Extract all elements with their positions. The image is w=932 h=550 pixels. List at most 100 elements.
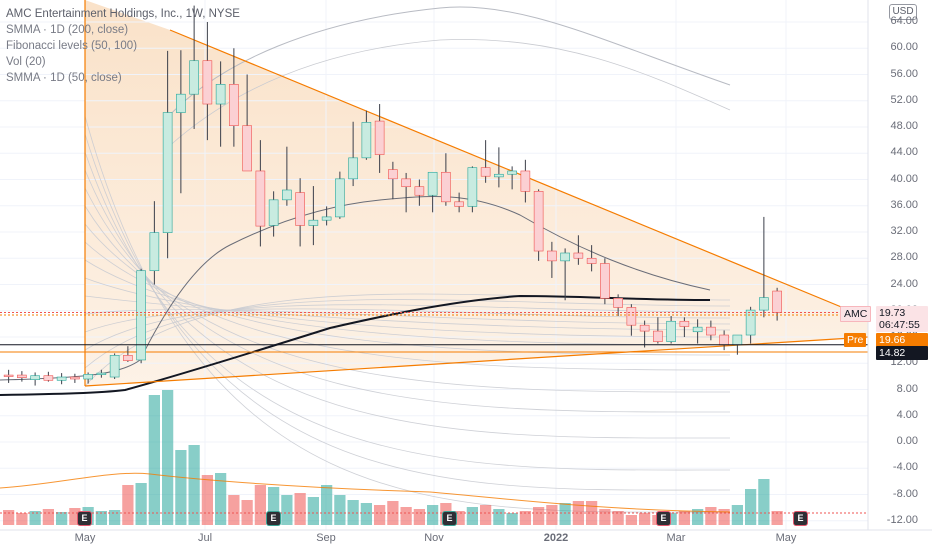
volume-bar — [771, 511, 783, 525]
earnings-icon[interactable]: E — [266, 511, 281, 526]
price-axis-label: -8.00 — [892, 487, 918, 500]
time-axis-label: Jul — [197, 532, 213, 544]
volume-bar — [493, 509, 505, 525]
candle-body — [573, 252, 584, 259]
volume-bar — [175, 450, 187, 525]
candle-body — [441, 171, 451, 203]
currency-button[interactable]: USD — [889, 4, 917, 20]
candle-body — [149, 232, 160, 272]
price-axis-label: 52.00 — [890, 93, 918, 106]
candle-body — [507, 170, 517, 175]
price-axis-label: 36.00 — [890, 198, 918, 211]
legend-volume[interactable]: Vol (20) — [6, 56, 46, 68]
volume-bar — [228, 495, 240, 525]
volume-bar — [95, 511, 107, 525]
candle-body — [83, 374, 93, 380]
candles — [3, 5, 782, 386]
candle-body — [626, 307, 637, 326]
volume-bar — [453, 511, 465, 525]
candle-body — [229, 84, 239, 126]
volume-bar — [29, 511, 41, 525]
price-axis-label: -12.00 — [886, 513, 918, 526]
price-axis-label: 48.00 — [890, 120, 918, 132]
symbol-tag: AMC — [840, 306, 872, 322]
candle-body — [759, 297, 769, 311]
time-axis-label: Mar — [666, 532, 686, 544]
smma-band-line — [164, 6, 731, 121]
candle-body — [732, 334, 743, 346]
candle-body — [692, 326, 703, 333]
candle-body — [586, 257, 597, 264]
fib-triangle-top-edge — [169, 29, 869, 319]
candle-body — [480, 167, 491, 177]
candle-body — [533, 191, 544, 252]
price-axis-label: 40.00 — [890, 172, 918, 185]
earnings-icon[interactable]: E — [793, 511, 808, 526]
price-axis-label: 60.00 — [890, 41, 918, 54]
volume-bar — [559, 503, 571, 525]
price-lines — [0, 312, 868, 514]
volume-bar — [360, 503, 372, 525]
candle-body — [109, 355, 120, 378]
candle-body — [3, 374, 14, 377]
time-axis-label: 2022 — [543, 532, 569, 544]
earnings-icon[interactable]: E — [77, 511, 92, 526]
candle-body — [520, 170, 531, 192]
chart-legend: AMC Entertainment Holdings, Inc., 1W, NY… — [6, 6, 240, 86]
candle-body — [335, 178, 345, 218]
volume-bar — [281, 495, 293, 525]
volume-bar — [56, 512, 68, 525]
volume-bar — [599, 509, 611, 525]
earnings-icon[interactable]: E — [442, 511, 457, 526]
candle-body — [427, 171, 438, 196]
volume-bar — [519, 511, 531, 525]
volume-bar — [3, 510, 15, 525]
volume-bar — [148, 395, 160, 525]
price-axis-label: 24.00 — [890, 277, 918, 290]
countdown-tag: 06:47:55 — [876, 318, 928, 332]
volume-bar — [533, 507, 545, 525]
candle-body — [401, 178, 411, 188]
candle-body — [772, 290, 782, 314]
earnings-icon[interactable]: E — [656, 511, 671, 526]
candle-body — [666, 320, 676, 342]
volume-bar — [188, 445, 200, 525]
price-axis-label: 64.00 — [890, 15, 918, 27]
volume-bar — [625, 515, 637, 525]
volume-bar — [731, 505, 743, 525]
last-price-tag: 19.73 — [876, 306, 928, 320]
volume-bar — [612, 511, 624, 525]
volume-bar — [745, 489, 757, 525]
candle-body — [56, 376, 67, 381]
price-axis-label: 32.00 — [890, 225, 918, 237]
volume-bar — [678, 511, 690, 525]
price-axis-label: 28.00 — [890, 251, 918, 264]
candle-body — [189, 60, 199, 95]
candle-body — [162, 112, 173, 233]
volume-bar — [16, 513, 28, 525]
legend-smma50[interactable]: SMMA · 1D (50, close) — [6, 72, 122, 84]
legend-title[interactable]: AMC Entertainment Holdings, Inc., 1W, NY… — [6, 8, 240, 20]
time-axis-label: May — [74, 532, 96, 544]
candle-body — [560, 252, 570, 262]
price-axis-label: 56.00 — [890, 67, 918, 80]
volume-bar — [705, 507, 717, 525]
volume-bar — [135, 483, 147, 525]
volume-bar — [665, 513, 677, 525]
volume-bar — [692, 509, 704, 525]
legend-smma200[interactable]: SMMA · 1D (200, close) — [6, 24, 129, 36]
volume-bar — [294, 493, 306, 525]
candle-body — [454, 201, 464, 207]
candle-body — [308, 219, 319, 226]
volume-bar — [241, 500, 253, 525]
time-axis-label: Nov — [424, 532, 444, 544]
volume-bar — [413, 509, 425, 525]
volume-bar — [69, 508, 81, 525]
volume-bar — [758, 479, 770, 525]
volume-bar — [321, 485, 333, 525]
legend-fibonacci[interactable]: Fibonacci levels (50, 100) — [6, 40, 138, 52]
candle-body — [361, 122, 372, 159]
candle-body — [321, 216, 332, 221]
volume-bar — [466, 507, 478, 525]
